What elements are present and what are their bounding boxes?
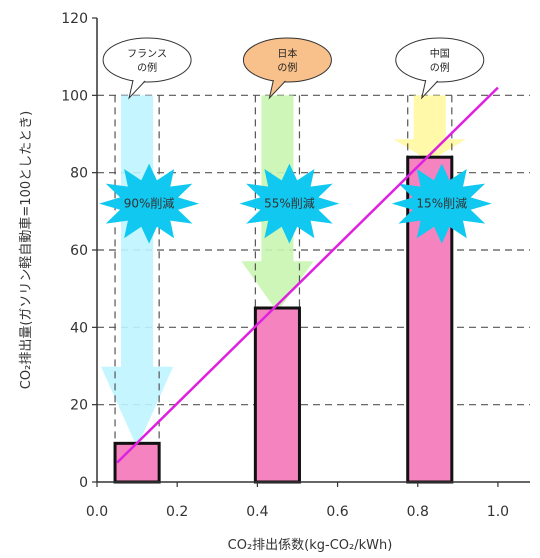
callout-tail-outline-2: [420, 79, 439, 100]
callout-bubble-1: [242, 37, 332, 83]
bar-0: [113, 441, 161, 484]
y-tick-label-2: 40: [70, 320, 88, 336]
y-tick-label-6: 120: [61, 11, 88, 27]
burst-label-2: 15%削減: [416, 196, 467, 211]
x-tick-label-1: 0.2: [166, 504, 188, 520]
burst-0: [99, 163, 200, 244]
callout-line1-0: フランス: [127, 48, 167, 60]
y-tick-label-1: 20: [70, 398, 88, 414]
y-axis-label: CO₂排出量(ガソリン軽自動車=100としたとき): [19, 111, 34, 389]
x-tick-label-4: 0.8: [407, 504, 429, 520]
y-tick-label-5: 100: [61, 88, 88, 104]
callout-line1-2: 中国: [430, 47, 450, 60]
reduction-arrow-2: [393, 95, 466, 162]
trend-line-layer: [116, 86, 499, 464]
x-tick-label-3: 0.6: [326, 504, 348, 520]
callout-line2-1: の例: [277, 61, 297, 74]
bar-1: [253, 306, 301, 484]
x-tick-label-0: 0.0: [86, 504, 108, 520]
callout-line2-2: の例: [430, 61, 450, 74]
callout-line2-0: の例: [137, 61, 157, 74]
callout-tail-outline-0: [128, 79, 146, 100]
callout-bubble-0: [102, 37, 192, 83]
x-tick-label-2: 0.4: [246, 504, 268, 520]
burst-label-1: 55%削減: [264, 196, 315, 211]
grid-layer: [97, 94, 530, 406]
callout-tail-outline-1: [268, 79, 286, 100]
trend-line: [116, 86, 499, 464]
reduction-bursts: 90%削減 55%削減 15%削減: [99, 163, 492, 244]
y-tick-label-4: 80: [70, 166, 88, 182]
x-tick-label-5: 1.0: [487, 504, 509, 520]
y-tick-label-0: 0: [79, 475, 88, 491]
y-tick-label-3: 60: [70, 243, 88, 259]
callout-bubble-2: [395, 37, 485, 83]
burst-1: [239, 163, 340, 244]
axes: 0 20 40 60 80 100 120 0.0 0.2 0.4 0.6 0.8 1.0: [61, 11, 530, 520]
callout-line1-1: 日本: [277, 47, 297, 60]
reduction-arrow-0: [101, 95, 174, 448]
x-axis-label: CO₂排出係数(kg-CO₂/kWh): [228, 538, 393, 553]
burst-2: [391, 163, 492, 244]
burst-label-0: 90%削減: [124, 196, 175, 211]
